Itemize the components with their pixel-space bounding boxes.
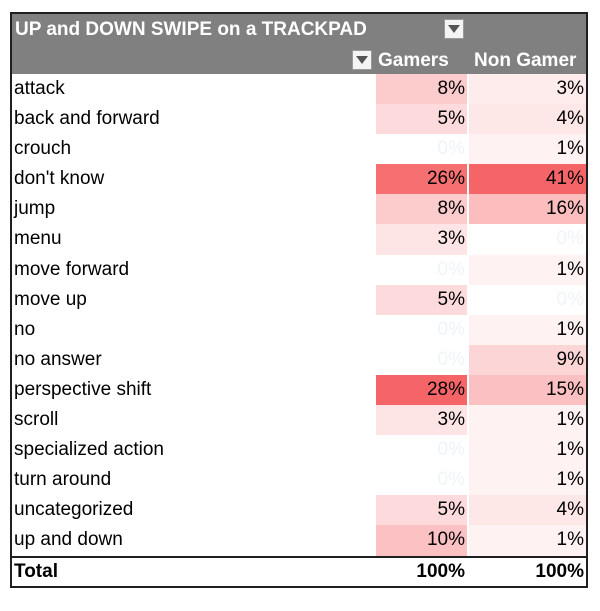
non-gamer-cell[interactable]: 3% xyxy=(467,74,586,105)
row-label[interactable]: no xyxy=(14,318,36,340)
non-gamer-cell[interactable]: 1% xyxy=(467,525,586,556)
table-row[interactable]: move up 5% 0% xyxy=(12,284,586,315)
table-row[interactable]: no 0% 1% xyxy=(12,314,586,345)
table-row[interactable]: back and forward 5% 4% xyxy=(12,104,586,135)
table-row[interactable]: scroll 3% 1% xyxy=(12,405,586,436)
non-gamer-cell[interactable]: 1% xyxy=(467,435,586,466)
table-row[interactable]: turn around 0% 1% xyxy=(12,465,586,496)
gamers-cell[interactable]: 0% xyxy=(376,344,467,375)
gamers-cell[interactable]: 28% xyxy=(376,374,467,406)
non-gamer-cell[interactable]: 4% xyxy=(467,495,586,526)
table-row[interactable]: no answer 0% 9% xyxy=(12,344,586,375)
row-label[interactable]: scroll xyxy=(14,409,59,431)
gamers-cell[interactable]: 0% xyxy=(376,134,467,165)
row-label[interactable]: turn around xyxy=(14,469,112,491)
table-row[interactable]: attack 8% 3% xyxy=(12,74,586,105)
row-label[interactable]: back and forward xyxy=(14,108,160,130)
row-label[interactable]: no answer xyxy=(14,348,102,370)
non-gamer-cell[interactable]: 4% xyxy=(467,104,586,135)
column-filter-dropdown-icon[interactable] xyxy=(352,50,372,70)
row-label[interactable]: specialized action xyxy=(14,439,164,461)
row-label[interactable]: uncategorized xyxy=(14,499,134,521)
row-label[interactable]: crouch xyxy=(14,138,72,160)
column-header-non-gamer[interactable]: Non Gamer xyxy=(474,50,577,71)
non-gamer-cell[interactable]: 1% xyxy=(467,254,586,285)
gamers-cell[interactable]: 0% xyxy=(376,314,467,345)
non-gamer-cell[interactable]: 41% xyxy=(467,164,586,195)
gamers-cell[interactable]: 0% xyxy=(376,254,467,285)
title-row: UP and DOWN SWIPE on a TRACKPAD xyxy=(12,14,586,46)
total-label: Total xyxy=(14,560,58,582)
non-gamer-cell[interactable]: 1% xyxy=(467,465,586,496)
gamers-cell[interactable]: 0% xyxy=(376,435,467,466)
table-row[interactable]: move forward 0% 1% xyxy=(12,254,586,285)
table-row[interactable]: jump 8% 16% xyxy=(12,194,586,225)
row-label[interactable]: jump xyxy=(14,198,56,220)
row-label[interactable]: move forward xyxy=(14,258,130,280)
non-gamer-cell[interactable]: 1% xyxy=(467,134,586,165)
non-gamer-cell[interactable]: 0% xyxy=(467,224,586,255)
column-header-gamers[interactable]: Gamers xyxy=(378,50,449,71)
gamers-cell[interactable]: 3% xyxy=(376,405,467,436)
table-row[interactable]: specialized action 0% 1% xyxy=(12,435,586,466)
total-gamers-cell[interactable]: 100% xyxy=(416,560,465,582)
gamers-cell[interactable]: 0% xyxy=(376,465,467,496)
table-row[interactable]: don't know 26% 41% xyxy=(12,164,586,195)
pivot-title: UP and DOWN SWIPE on a TRACKPAD xyxy=(15,19,367,40)
non-gamer-cell[interactable]: 1% xyxy=(467,314,586,345)
table-row[interactable]: menu 3% 0% xyxy=(12,224,586,255)
non-gamer-cell[interactable]: 15% xyxy=(467,374,586,406)
table-row[interactable]: up and down 10% 1% xyxy=(12,525,586,556)
table-row[interactable]: crouch 0% 1% xyxy=(12,134,586,165)
table-row[interactable]: perspective shift 28% 15% xyxy=(12,374,586,406)
title-filter-dropdown-icon[interactable] xyxy=(444,19,464,39)
row-label[interactable]: up and down xyxy=(14,529,123,551)
row-label[interactable]: menu xyxy=(14,228,62,250)
gamers-cell[interactable]: 5% xyxy=(376,495,467,526)
gamers-cell[interactable]: 8% xyxy=(376,194,467,225)
non-gamer-cell[interactable]: 1% xyxy=(467,405,586,436)
gamers-cell[interactable]: 8% xyxy=(376,74,467,105)
gamers-cell[interactable]: 26% xyxy=(376,164,467,195)
total-row[interactable]: Total 100% 100% xyxy=(12,555,586,586)
row-label[interactable]: move up xyxy=(14,288,87,310)
table-row[interactable]: uncategorized 5% 4% xyxy=(12,495,586,526)
column-header-row: Gamers Non Gamer xyxy=(12,46,586,74)
total-non-gamer-cell[interactable]: 100% xyxy=(467,557,586,586)
row-label[interactable]: perspective shift xyxy=(14,378,152,400)
row-label[interactable]: attack xyxy=(14,78,65,99)
pivot-rows: attack 8% 3% back and forward 5% 4% crouch 0% 1%… xyxy=(12,74,586,556)
gamers-cell[interactable]: 5% xyxy=(376,284,467,315)
non-gamer-cell[interactable]: 16% xyxy=(467,194,586,225)
gamers-cell[interactable]: 10% xyxy=(376,525,467,556)
gamers-cell[interactable]: 3% xyxy=(376,224,467,255)
gamers-cell[interactable]: 5% xyxy=(376,104,467,135)
pivot-header: UP and DOWN SWIPE on a TRACKPAD Gamers N… xyxy=(12,14,586,74)
pivot-table: UP and DOWN SWIPE on a TRACKPAD Gamers N… xyxy=(10,12,588,588)
non-gamer-cell[interactable]: 0% xyxy=(467,284,586,315)
row-label[interactable]: don't know xyxy=(14,168,105,190)
non-gamer-cell[interactable]: 9% xyxy=(467,344,586,375)
